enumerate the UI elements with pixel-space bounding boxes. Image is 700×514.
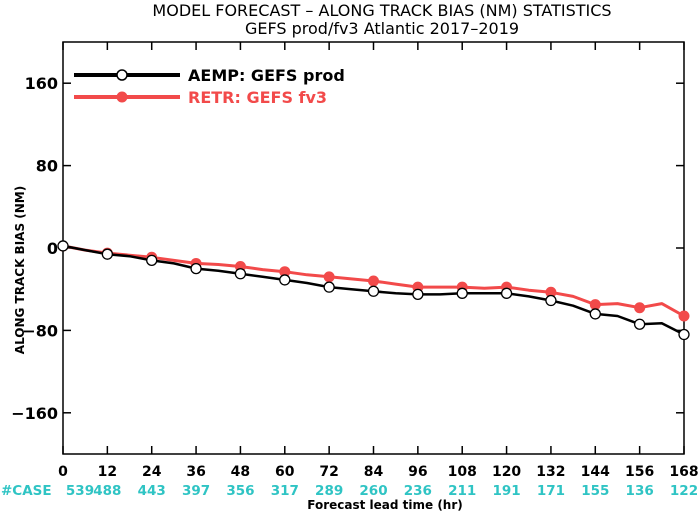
- x-tick-label: 168: [669, 464, 698, 480]
- case-count: 356: [226, 483, 254, 499]
- case-count: 155: [581, 483, 609, 499]
- y-tick-label: 0: [47, 239, 58, 258]
- case-count: 488: [93, 483, 121, 499]
- case-count: 317: [271, 483, 299, 499]
- legend-marker-retr: [116, 91, 128, 103]
- series-0-point: [279, 274, 291, 286]
- x-tick-label: 132: [536, 464, 565, 480]
- x-tick-label: 156: [625, 464, 654, 480]
- case-count: 539: [66, 483, 94, 499]
- series-0-point: [412, 288, 424, 301]
- legend-marker-aemp: [116, 69, 128, 81]
- series-0-point: [146, 254, 158, 267]
- series-0-point: [456, 287, 468, 299]
- case-count: 122: [670, 483, 698, 499]
- x-tick-label: 48: [231, 464, 250, 480]
- x-tick-label: 120: [492, 464, 521, 480]
- series-0-point: [633, 318, 646, 330]
- series-0-point: [323, 281, 335, 293]
- case-count: 211: [448, 483, 476, 499]
- case-count: 236: [404, 483, 432, 499]
- x-axis-label: Forecast lead time (hr): [307, 498, 463, 512]
- series-0-point: [589, 308, 601, 320]
- y-axis-label: ALONG TRACK BIAS (NM): [13, 186, 27, 354]
- case-count: 136: [626, 483, 654, 499]
- case-count: 260: [359, 483, 387, 499]
- y-tick-label: −160: [11, 404, 58, 423]
- x-tick-label: 84: [364, 464, 384, 480]
- case-count: 171: [537, 483, 565, 499]
- x-tick-label: 96: [408, 464, 427, 480]
- x-tick-label: 72: [319, 464, 338, 480]
- x-tick-label: 36: [186, 464, 205, 480]
- series-0-point: [367, 285, 380, 297]
- legend: AEMP: GEFS prod RETR: GEFS fv3: [74, 66, 345, 107]
- series-0-point: [190, 262, 202, 275]
- series-1-point: [634, 302, 646, 314]
- series-0-point: [500, 287, 513, 299]
- y-tick-label: 80: [36, 157, 58, 176]
- y-tick-label: 160: [25, 74, 58, 93]
- series-1-point: [368, 275, 379, 287]
- series-0-point: [678, 328, 690, 341]
- x-tick-label: 144: [581, 464, 610, 480]
- case-count: 191: [492, 483, 520, 499]
- case-count: 397: [182, 483, 210, 499]
- legend-label-aemp: AEMP: GEFS prod: [188, 66, 345, 85]
- y-tick-label: −80: [22, 321, 58, 340]
- x-tick-label: 12: [98, 464, 117, 480]
- series-1-point: [589, 299, 601, 311]
- series-0-point: [545, 294, 557, 307]
- series-1-point: [323, 271, 335, 283]
- series-0-point: [57, 240, 69, 252]
- series-1-point: [678, 310, 690, 322]
- case-count: 443: [138, 483, 166, 499]
- series-0-point: [234, 268, 247, 280]
- chart-title: MODEL FORECAST – ALONG TRACK BIAS (NM) S…: [152, 1, 611, 20]
- y-axis: 160 80 0 −80 −160: [11, 74, 684, 423]
- series-0-point: [101, 248, 114, 260]
- x-tick-label: 0: [58, 464, 68, 480]
- x-tick-label: 60: [275, 464, 295, 480]
- series-layer: [57, 240, 690, 341]
- x-tick-label: 108: [448, 464, 477, 480]
- x-tick-label: 24: [142, 464, 162, 480]
- case-count: 289: [315, 483, 343, 499]
- legend-label-retr: RETR: GEFS fv3: [188, 88, 327, 107]
- chart-subtitle: GEFS prod/fv3 Atlantic 2017–2019: [245, 19, 519, 38]
- case-label: #CASE: [1, 483, 52, 499]
- plot-frame: [62, 41, 685, 455]
